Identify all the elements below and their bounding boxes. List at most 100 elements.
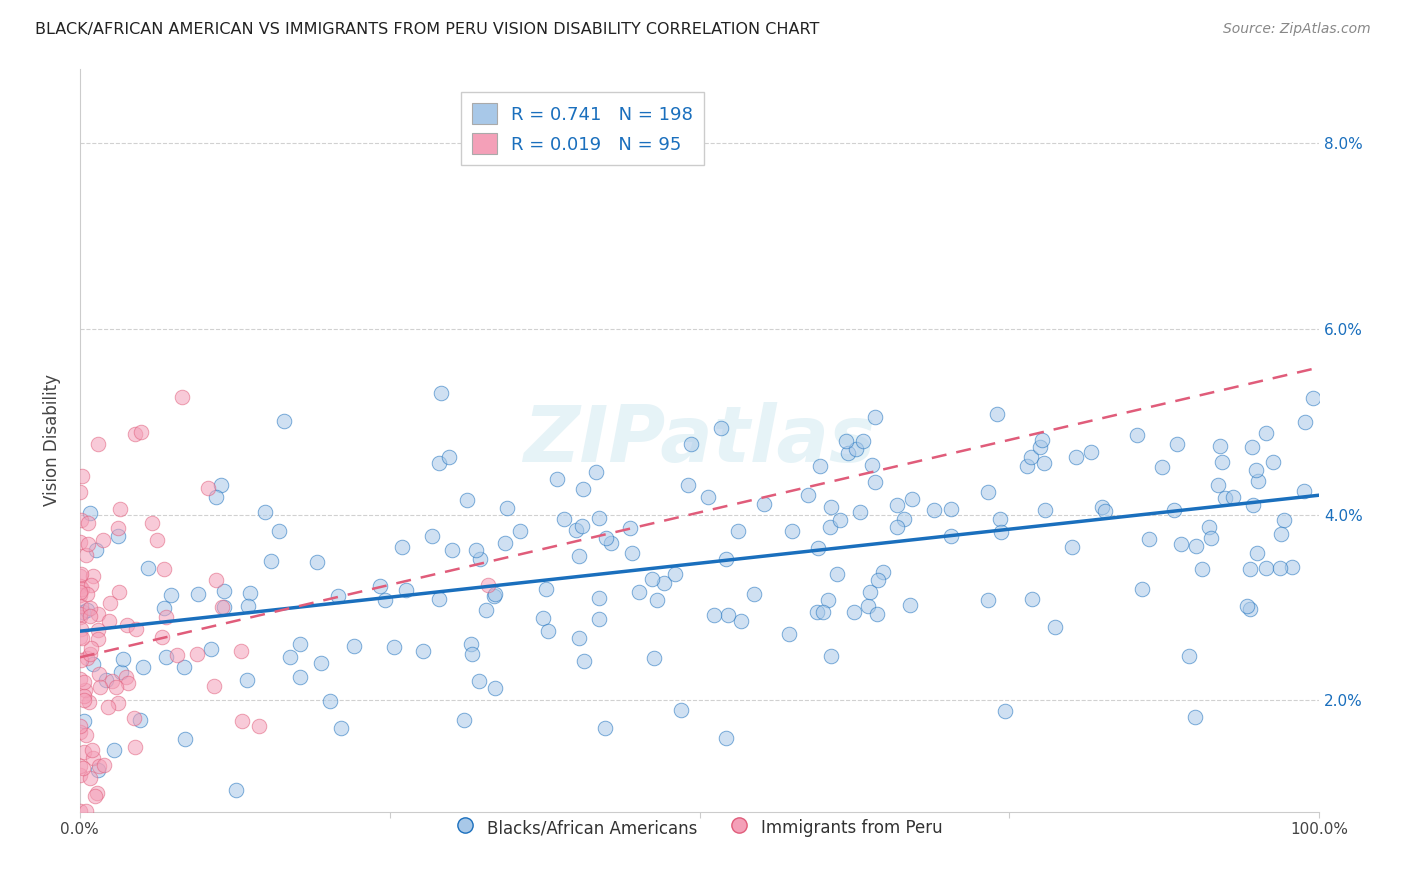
Point [70, 566, 93, 581]
Point [108, 585, 131, 599]
Point [204, 490, 226, 504]
Point [1270, 561, 1292, 575]
Point [1080, 445, 1102, 459]
Point [69, 851, 91, 865]
Point [817, 593, 839, 607]
Point [70, 599, 93, 613]
Point [212, 584, 235, 599]
Point [865, 607, 887, 621]
Point [72, 761, 94, 775]
Point [91, 533, 114, 547]
Point [170, 390, 193, 404]
Point [73, 683, 96, 698]
Point [872, 565, 894, 579]
Point [96, 700, 118, 714]
Point [866, 573, 889, 587]
Point [845, 442, 868, 457]
Point [1043, 620, 1066, 634]
Point [546, 472, 568, 486]
Point [806, 606, 828, 620]
Point [1137, 532, 1160, 546]
Point [307, 555, 329, 569]
Point [1256, 425, 1278, 440]
Point [82, 569, 104, 583]
Point [482, 589, 505, 603]
Point [1091, 500, 1114, 515]
Point [187, 587, 209, 601]
Point [531, 611, 554, 625]
Point [76, 587, 98, 601]
Point [1019, 450, 1042, 465]
Point [568, 549, 591, 563]
Point [103, 742, 125, 756]
Point [893, 512, 915, 526]
Point [571, 519, 593, 533]
Text: BLACK/AFRICAN AMERICAN VS IMMIGRANTS FROM PERU VISION DISABILITY CORRELATION CHA: BLACK/AFRICAN AMERICAN VS IMMIGRANTS FRO… [35, 22, 820, 37]
Point [1166, 437, 1188, 451]
Point [69, 535, 91, 549]
Point [69, 719, 91, 733]
Point [73, 689, 96, 703]
Point [212, 600, 235, 615]
Point [247, 719, 270, 733]
Point [1017, 458, 1039, 473]
Point [468, 674, 491, 689]
Point [82, 751, 104, 765]
Point [976, 485, 998, 500]
Point [534, 582, 557, 596]
Point [112, 652, 135, 666]
Point [117, 675, 139, 690]
Point [1270, 526, 1292, 541]
Point [200, 825, 222, 839]
Point [69, 631, 91, 645]
Point [696, 490, 718, 504]
Point [94, 673, 117, 687]
Point [87, 437, 110, 451]
Point [898, 598, 921, 612]
Point [1281, 560, 1303, 574]
Point [797, 488, 820, 502]
Point [1211, 455, 1233, 469]
Point [342, 640, 364, 654]
Point [80, 743, 103, 757]
Point [671, 703, 693, 717]
Point [468, 552, 491, 566]
Point [1062, 540, 1084, 554]
Point [1031, 433, 1053, 447]
Point [160, 589, 183, 603]
Point [1302, 391, 1324, 405]
Point [977, 593, 1000, 607]
Point [621, 546, 644, 560]
Point [811, 605, 834, 619]
Point [69, 585, 91, 599]
Point [1215, 491, 1237, 505]
Point [1209, 439, 1232, 453]
Point [328, 589, 350, 603]
Point [1246, 475, 1268, 489]
Point [1177, 649, 1199, 664]
Point [495, 535, 517, 549]
Point [166, 648, 188, 663]
Point [173, 660, 195, 674]
Point [1033, 503, 1056, 517]
Point [79, 647, 101, 661]
Point [69, 623, 91, 637]
Point [714, 731, 737, 745]
Point [70, 851, 93, 865]
Point [939, 502, 962, 516]
Point [986, 407, 1008, 421]
Point [69, 569, 91, 583]
Legend: Blacks/African Americans, Immigrants from Peru: Blacks/African Americans, Immigrants fro… [450, 811, 949, 845]
Point [225, 783, 247, 797]
Point [79, 506, 101, 520]
Point [1261, 455, 1284, 469]
Point [391, 540, 413, 554]
Point [110, 665, 132, 679]
Point [319, 694, 342, 708]
Point [107, 529, 129, 543]
Point [72, 631, 94, 645]
Point [460, 637, 482, 651]
Point [107, 696, 129, 710]
Point [69, 588, 91, 602]
Point [1163, 503, 1185, 517]
